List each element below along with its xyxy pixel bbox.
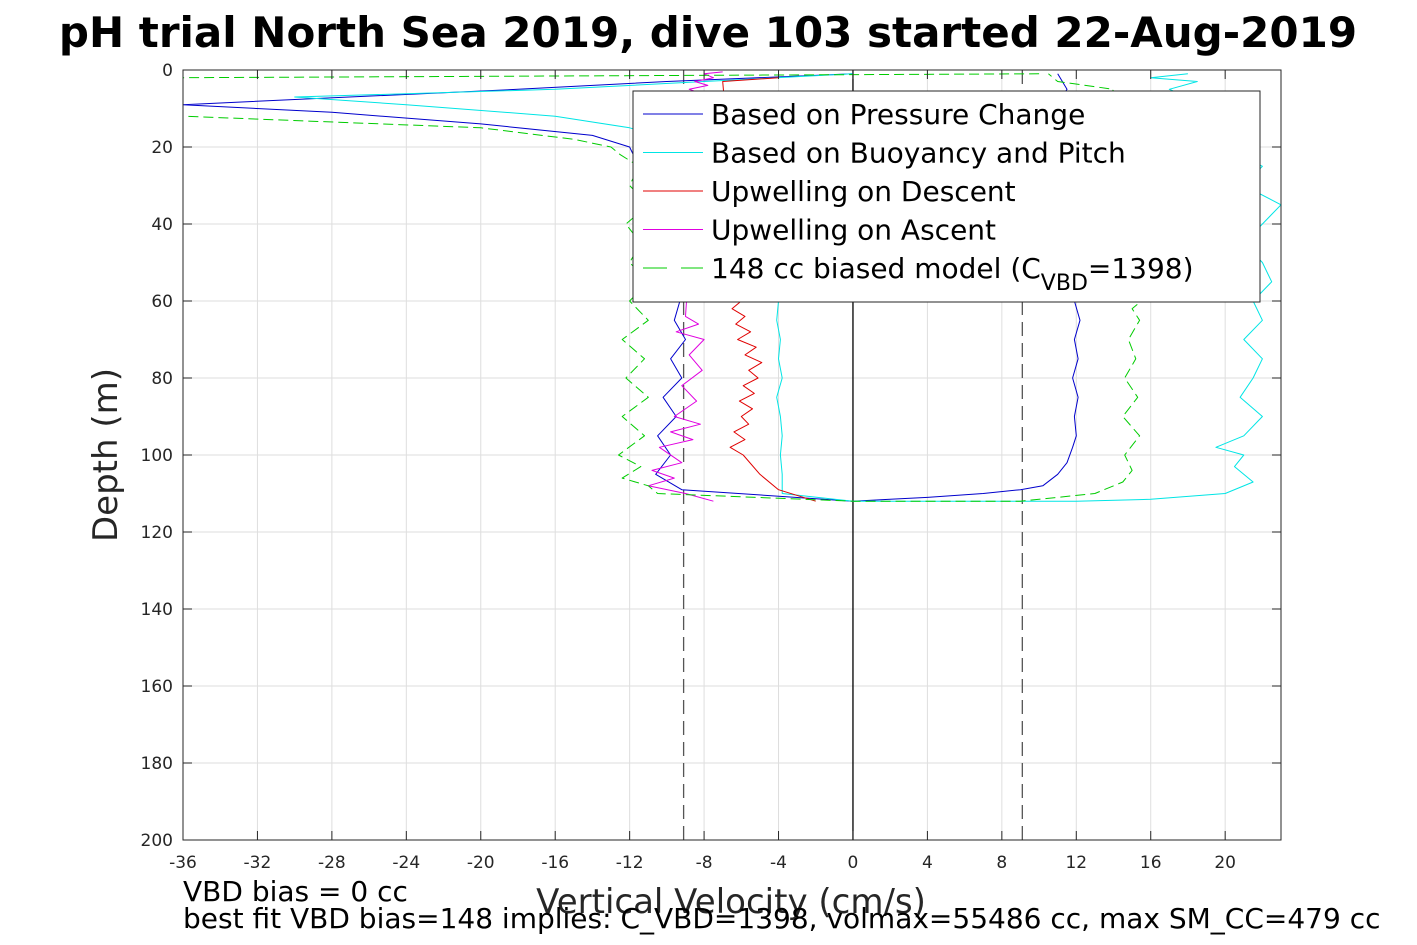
x-tick-label: 16 — [1140, 853, 1162, 873]
x-axis-label: Vertical Velocity (cm/s) — [536, 882, 926, 922]
x-tick-label: 8 — [996, 853, 1007, 873]
x-tick-label: -32 — [244, 853, 272, 873]
y-tick-label: 20 — [151, 138, 173, 158]
legend-label: Upwelling on Descent — [711, 175, 1016, 208]
legend-label: 148 cc biased model (CVBD=1398) — [711, 252, 1194, 296]
x-tick-label: -16 — [541, 853, 569, 873]
legend-label: Based on Buoyancy and Pitch — [711, 137, 1126, 170]
y-tick-label: 100 — [141, 446, 173, 466]
x-tick-label: -8 — [696, 853, 713, 873]
chart-title: pH trial North Sea 2019, dive 103 starte… — [59, 8, 1357, 57]
footer-bias-text: VBD bias = 0 cc — [183, 875, 408, 908]
y-tick-label: 140 — [141, 600, 173, 620]
legend-box — [632, 90, 1261, 303]
x-tick-label: 0 — [848, 853, 859, 873]
x-tick-label: -28 — [318, 853, 346, 873]
y-tick-label: 180 — [141, 754, 173, 774]
y-tick-label: 160 — [141, 677, 173, 697]
y-ticks: 0 20 40 60 80 100 120 140 160 180 200 — [141, 61, 1281, 851]
legend: Based on Pressure Change Based on Buoyanc… — [632, 90, 1261, 303]
legend-label: Based on Pressure Change — [711, 98, 1085, 131]
footer-best-fit-text: best fit VBD bias=148 implies: C_VBD=139… — [183, 902, 1381, 935]
x-tick-label: -20 — [467, 853, 495, 873]
legend-label-end: =1398) — [1088, 252, 1194, 285]
x-ticks: -36 -32 -28 -24 -20 -16 -12 -8 -4 0 4 8 12 16 20 — [169, 70, 1236, 873]
x-tick-label: -12 — [616, 853, 644, 873]
x-tick-label: 12 — [1065, 853, 1087, 873]
x-tick-label: 20 — [1214, 853, 1236, 873]
y-axis-label: Depth (m) — [86, 368, 126, 542]
legend-label: Upwelling on Ascent — [711, 214, 996, 247]
y-tick-label: 0 — [162, 61, 173, 81]
y-tick-label: 80 — [151, 369, 173, 389]
x-tick-label: -24 — [392, 853, 420, 873]
legend-label-main: 148 cc biased model (C — [711, 252, 1041, 285]
x-tick-label: 4 — [922, 853, 933, 873]
legend-label-subscript: VBD — [1041, 271, 1088, 296]
y-tick-label: 40 — [151, 215, 173, 235]
y-tick-label: 200 — [141, 831, 173, 851]
series-line — [647, 71, 723, 502]
series-line — [722, 77, 816, 502]
y-tick-label: 60 — [151, 292, 173, 312]
x-tick-label: -4 — [770, 853, 787, 873]
x-tick-label: -36 — [169, 853, 197, 873]
y-tick-label: 120 — [141, 523, 173, 543]
